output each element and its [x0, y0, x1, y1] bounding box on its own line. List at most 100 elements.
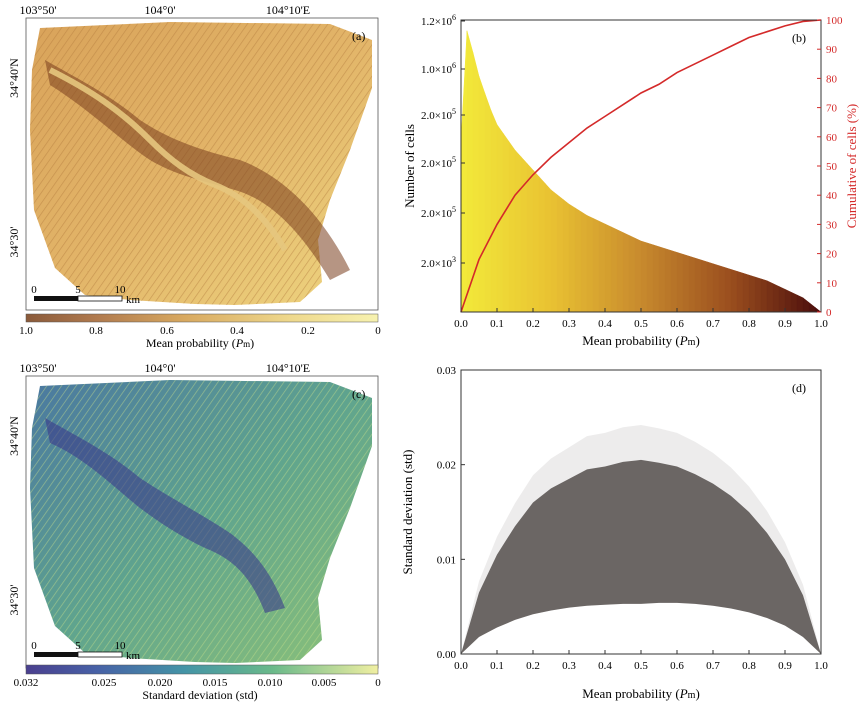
- x-tick-label: 1.0: [814, 660, 828, 672]
- x-tick-label: 0.4: [598, 318, 612, 330]
- histogram-bar: [598, 220, 606, 313]
- histogram-bar: [646, 242, 654, 313]
- histogram-bar: [514, 149, 522, 313]
- histogram-bar: [466, 30, 474, 313]
- scatter-point-cloud: [461, 459, 821, 654]
- histogram-bar: [580, 211, 588, 313]
- map-c-cbar-tick-6: 0: [375, 677, 381, 689]
- histogram-bar: [676, 252, 684, 313]
- histogram-bar: [652, 244, 660, 313]
- x-tick-label: 0.8: [742, 318, 756, 330]
- x-tick-label: 0.0: [454, 660, 468, 672]
- map-c-left-tick-1: 34°40'N: [7, 416, 21, 456]
- histogram-bar: [556, 194, 564, 313]
- histogram-bar: [658, 246, 666, 313]
- x-tick-label: 0.8: [742, 660, 756, 672]
- x-tick-label: 0.6: [670, 318, 684, 330]
- histogram-bar: [532, 169, 540, 313]
- map-a-tick-top-labels: 103°50' 104°0' 104°10'E: [20, 3, 311, 17]
- map-c-valley-high-std: [45, 418, 285, 613]
- y2-tick-label: 90: [826, 44, 838, 56]
- panel-d-chart: 0.0 0.1 0.2 0.3 0.4 0.5 0.6 0.7 0.8 0.9 1.0 0.00 0.…: [400, 358, 865, 710]
- histogram-bar: [694, 257, 702, 313]
- panel-b-chart: 0.0 0.1 0.2 0.3 0.4 0.5 0.6 0.7 0.8 0.9 1.0 2.0×10…: [400, 0, 865, 350]
- y2-tick-label: 80: [826, 73, 838, 85]
- histogram-bar: [814, 306, 822, 313]
- histogram-bar: [460, 30, 468, 313]
- histogram-bar: [718, 265, 726, 313]
- map-c-scale-5: 5: [75, 640, 81, 652]
- histogram-bar: [706, 261, 714, 313]
- x-tick-label: 1.0: [814, 318, 828, 330]
- map-a-left-tick-2: 34°30': [7, 227, 21, 258]
- map-a-top-tick-1: 103°50': [20, 3, 57, 17]
- map-c-cbar-tick-1: 0.025: [92, 677, 117, 689]
- map-a-colorbar: [25, 313, 379, 323]
- histogram-bar: [682, 253, 690, 313]
- map-c-cbar-tick-5: 0.005: [312, 677, 337, 689]
- histogram-bar: [484, 93, 492, 313]
- map-a-cbar-tick-1: 0.8: [89, 325, 103, 337]
- x-tick-label: 0.2: [526, 318, 540, 330]
- histogram-bar: [724, 267, 732, 313]
- histogram-bar: [748, 274, 756, 313]
- map-a-river: [48, 67, 288, 252]
- histogram-bar: [712, 263, 720, 313]
- y-tick-label: 0.03: [437, 365, 457, 377]
- histogram-bar: [520, 156, 528, 313]
- x-tick-label: 0.3: [562, 318, 576, 330]
- map-c-cbar-tick-2: 0.020: [148, 677, 173, 689]
- map-c-scale-0: 0: [31, 640, 37, 652]
- map-a-top-tick-3: 104°10'E: [266, 3, 310, 17]
- map-c-scalebar: 0 5 10 km: [31, 640, 140, 662]
- y2-tick-label: 60: [826, 132, 838, 144]
- histogram-bar: [616, 229, 624, 313]
- panel-c-svg: 103°50' 104°0' 104°10'E 34°40'N 34°30' (…: [7, 361, 381, 702]
- map-c-cbar-tick-4: 0.010: [258, 677, 283, 689]
- histogram-bar: [670, 250, 678, 313]
- y-tick-label: 0.01: [437, 554, 456, 566]
- histogram-bar: [550, 189, 558, 313]
- map-a-cbar-tick-5: 0: [375, 325, 381, 337]
- histogram-bar: [778, 286, 786, 313]
- x-tick-label: 0.9: [778, 318, 792, 330]
- y-tick-label: 0.00: [437, 649, 457, 661]
- panel-c-label: (c): [352, 387, 365, 401]
- y2-tick-label: 40: [826, 190, 838, 202]
- histogram-bar: [544, 182, 552, 313]
- x-tick-label: 0.7: [706, 318, 720, 330]
- map-c-top-tick-3: 104°10'E: [266, 361, 310, 375]
- y-tick-label: 1.0×106: [421, 61, 456, 76]
- histogram-bar: [622, 232, 630, 313]
- map-a-scalebar: 0 5 10 km: [31, 284, 140, 306]
- x-tick-label: 0.9: [778, 660, 792, 672]
- panel-a-label: (a): [352, 29, 365, 43]
- x-tick-label: 0.5: [634, 660, 648, 672]
- map-c-cbar-tick-3: 0.015: [203, 677, 228, 689]
- histogram-bar: [742, 272, 750, 313]
- map-a-cbar-tick-0: 1.0: [19, 325, 33, 337]
- histogram-bar: [802, 297, 810, 313]
- chart-d-label: (d): [792, 381, 806, 395]
- x-tick-label: 0.2: [526, 660, 540, 672]
- histogram-bar: [640, 240, 648, 313]
- map-a-colorbar-title: Mean probability (Pm): [146, 336, 254, 350]
- histogram-bar: [604, 223, 612, 313]
- x-tick-label: 0.7: [706, 660, 720, 672]
- chart-b-xlabel: Mean probability (Pm): [582, 333, 700, 348]
- x-tick-label: 0.4: [598, 660, 612, 672]
- histogram-bar: [574, 207, 582, 313]
- map-c-scale-10: 10: [115, 640, 127, 652]
- histogram-bar: [790, 291, 798, 313]
- histogram-bar: [808, 302, 816, 313]
- map-a-left-tick-1: 34°40'N: [7, 58, 21, 98]
- map-a-colorbar-ticks: 1.0 0.8 0.6 0.4 0.2 0: [19, 325, 381, 337]
- chart-b-y2label: Cumulative of cells (%): [844, 104, 859, 229]
- histogram-bar: [610, 226, 618, 313]
- histogram-bar: [736, 270, 744, 313]
- chart-d-xlabel: Mean probability (Pm): [582, 686, 700, 701]
- map-a-top-tick-2: 104°0': [145, 3, 176, 17]
- map-a-cbar-tick-4: 0.2: [301, 325, 315, 337]
- panel-c-map: 103°50' 104°0' 104°10'E 34°40'N 34°30' (…: [0, 358, 400, 710]
- histogram-bar: [508, 140, 516, 313]
